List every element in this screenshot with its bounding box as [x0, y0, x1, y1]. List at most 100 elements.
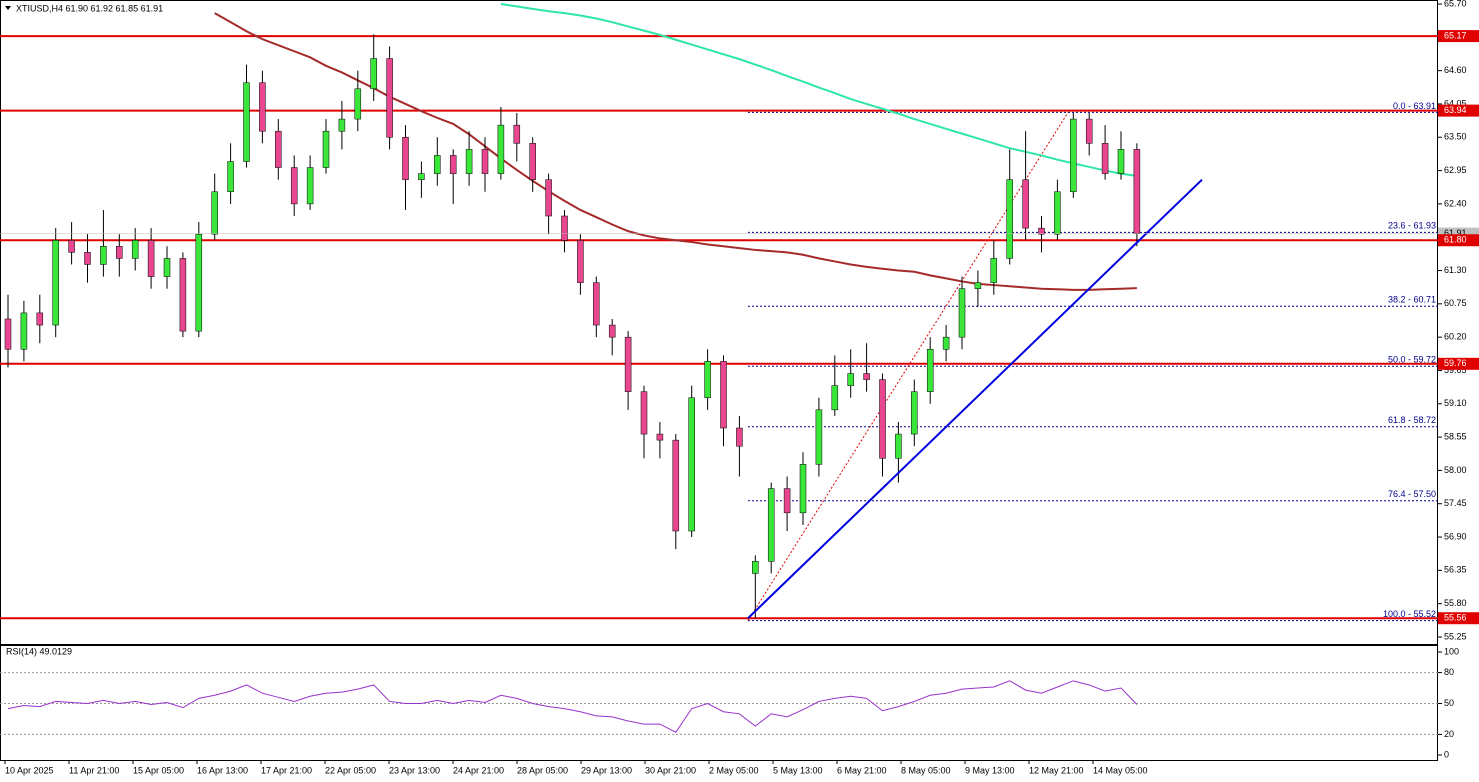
y-tick-label: 64.05: [1444, 98, 1467, 108]
x-tick-label: 16 Apr 13:00: [197, 765, 248, 775]
x-tick-label: 8 May 05:00: [901, 765, 951, 775]
candle-body: [847, 373, 854, 386]
candle-body: [783, 488, 791, 514]
candle-body: [275, 130, 282, 168]
x-tick-label: 22 Apr 05:00: [325, 765, 376, 775]
candle-body: [990, 258, 998, 283]
candle-body: [752, 561, 759, 574]
candle-body: [656, 433, 664, 441]
candle-body: [958, 288, 966, 338]
y-tick-label: 62.95: [1444, 165, 1467, 175]
chart-title: XTIUSD,H4 61.90 61.92 61.85 61.91: [16, 3, 163, 13]
fib-label: 76.4 - 57.50: [1388, 489, 1436, 499]
main-panel: [0, 0, 1438, 645]
candle-body: [545, 179, 552, 217]
candle-body: [306, 167, 314, 205]
candle-body: [100, 246, 107, 265]
x-tick-label: 2 May 05:00: [709, 765, 759, 775]
level-label: 63.94: [1444, 105, 1467, 115]
x-tick-label: 10 Apr 2025: [5, 765, 54, 775]
rsi-tick-label: 0: [1444, 749, 1449, 759]
y-tick-label: 63.50: [1444, 132, 1467, 142]
x-tick-label: 17 Apr 21:00: [261, 765, 312, 775]
y-tick-label: 60.75: [1444, 298, 1467, 308]
candle-body: [131, 239, 139, 259]
x-tick-label: 30 Apr 21:00: [645, 765, 696, 775]
candle-body: [4, 318, 12, 350]
candle-body: [577, 239, 584, 283]
candle-body: [624, 336, 632, 392]
candle-body: [879, 379, 886, 459]
level-box: [1438, 104, 1479, 117]
candle-body: [195, 233, 203, 332]
y-tick-label: 65.70: [1444, 0, 1467, 8]
candle-body: [513, 124, 521, 144]
candle-body: [529, 143, 536, 180]
level-label: 61.80: [1444, 235, 1467, 245]
rsi-tick-label: 80: [1444, 667, 1454, 677]
candle-body: [1085, 118, 1093, 144]
fib-label: 50.0 - 59.72: [1388, 355, 1436, 365]
candle-body: [863, 373, 870, 380]
candle-body: [1022, 179, 1029, 229]
candle-body: [608, 324, 616, 338]
fib-label: 23.6 - 61.93: [1388, 221, 1436, 231]
candle-body: [179, 258, 187, 332]
candle-body: [68, 239, 75, 253]
candle-body: [354, 88, 362, 120]
candle-body: [720, 361, 727, 429]
fib-label: 100.0 - 55.52: [1383, 609, 1436, 619]
x-tick-label: 12 May 21:00: [1029, 765, 1084, 775]
candle-body: [895, 433, 902, 459]
y-tick-label: 57.45: [1444, 498, 1467, 508]
x-tick-label: 6 May 21:00: [837, 765, 887, 775]
candle-body: [84, 252, 91, 265]
candle-body: [1117, 149, 1125, 174]
candle-body: [926, 349, 934, 392]
x-tick-label: 24 Apr 21:00: [453, 765, 504, 775]
fib-diagonal: [747, 112, 1069, 621]
candle-body: [942, 336, 950, 350]
candle-body: [386, 58, 393, 138]
x-tick-label: 28 Apr 05:00: [517, 765, 568, 775]
candle-body: [402, 137, 409, 180]
candle-body: [799, 464, 807, 514]
x-tick-label: 29 Apr 13:00: [581, 765, 632, 775]
candle-body: [1070, 118, 1077, 193]
rsi-title: RSI(14) 49.0129: [6, 646, 72, 656]
y-tick-label: 55.80: [1444, 598, 1467, 608]
level-box: [1438, 612, 1479, 625]
candle-body: [259, 82, 266, 132]
candle-body: [290, 167, 298, 205]
candle-body: [767, 488, 775, 562]
y-tick-label: 58.00: [1444, 465, 1467, 475]
moving-average: [214, 12, 1137, 291]
candle-body: [640, 391, 648, 435]
candle-body: [116, 246, 123, 259]
candle-body: [1038, 227, 1045, 235]
candle-body: [1054, 191, 1061, 235]
level-label: 59.76: [1444, 358, 1467, 368]
moving-average: [500, 3, 1138, 178]
candle-body: [163, 258, 171, 277]
trendline: [747, 178, 1203, 619]
x-tick-label: 11 Apr 21:00: [69, 765, 119, 775]
y-tick-label: 61.30: [1444, 265, 1467, 275]
candle-body: [481, 149, 489, 174]
rsi-tick-label: 20: [1444, 729, 1454, 739]
candle-body: [815, 409, 823, 465]
y-tick-label: 56.35: [1444, 565, 1467, 575]
candle-body: [1133, 149, 1141, 234]
rsi-tick-label: 100: [1444, 646, 1459, 656]
candle-body: [704, 361, 711, 398]
y-tick-label: 55.25: [1444, 631, 1467, 641]
rsi-tick-label: 50: [1444, 698, 1454, 708]
level-label: 65.17: [1444, 30, 1467, 40]
candle-body: [449, 155, 457, 174]
candle-body: [688, 397, 695, 532]
level-label: 55.56: [1444, 613, 1467, 623]
candle-body: [36, 312, 44, 326]
y-tick-label: 59.10: [1444, 398, 1467, 408]
